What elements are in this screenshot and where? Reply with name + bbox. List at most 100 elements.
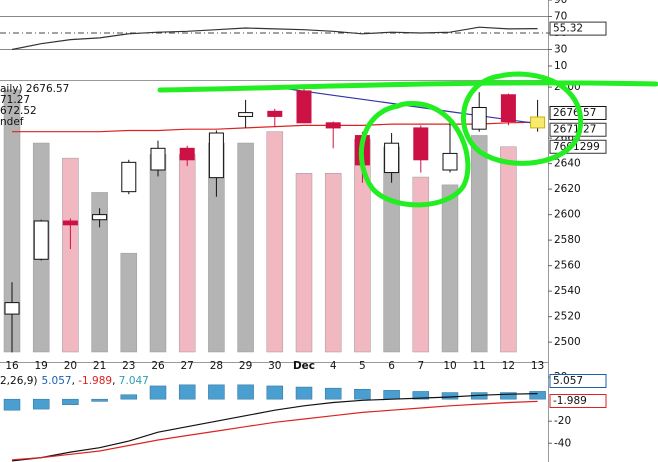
x-tick-label: 13 bbox=[531, 360, 544, 372]
histogram-bar bbox=[237, 384, 254, 400]
legend: 2,26,9) 5.057, -1.989, 7.047 bbox=[0, 375, 149, 387]
y-tick-label: -20 bbox=[554, 415, 571, 427]
histogram-bar bbox=[383, 390, 400, 400]
drawn-circle bbox=[358, 101, 471, 208]
value-box bbox=[549, 21, 607, 36]
value-box-label: -1.989 bbox=[553, 395, 587, 407]
histogram-bar bbox=[295, 386, 313, 400]
x-tick-label: 23 bbox=[122, 360, 135, 372]
histogram-bar bbox=[149, 385, 167, 400]
y-tick-label: -40 bbox=[554, 437, 571, 449]
candle-body bbox=[500, 94, 516, 123]
candle-body bbox=[179, 147, 195, 161]
legend-entry: ndef bbox=[0, 116, 24, 128]
volume-bar bbox=[441, 184, 459, 353]
legend-entry: aily) 2676.57 bbox=[0, 83, 69, 95]
legend-sep: , bbox=[72, 375, 79, 387]
candle-body bbox=[150, 147, 166, 171]
value-box-label: 5.057 bbox=[553, 375, 583, 387]
histogram-bar bbox=[62, 398, 79, 405]
volume-bar bbox=[91, 192, 108, 353]
y-tick-label: 70 bbox=[554, 10, 567, 22]
macd-line bbox=[11, 393, 538, 462]
legend-value: 7.047 bbox=[119, 375, 149, 387]
y-tick-label: 2600 bbox=[554, 209, 581, 221]
volume-bar bbox=[237, 142, 254, 353]
histogram-bar bbox=[32, 398, 50, 410]
y-tick-label: 2620 bbox=[554, 183, 581, 195]
value-box bbox=[549, 374, 607, 388]
candle-body bbox=[62, 220, 78, 226]
histogram-bar bbox=[266, 385, 284, 400]
x-tick-label: 19 bbox=[35, 360, 48, 372]
y-tick-label: 2560 bbox=[554, 260, 581, 272]
volume-bar bbox=[120, 252, 138, 353]
candle-body bbox=[238, 112, 254, 117]
candle-body bbox=[325, 122, 341, 129]
candle-body bbox=[33, 220, 49, 260]
candle-body bbox=[296, 90, 312, 124]
value-box-label: 2671.27 bbox=[553, 124, 596, 136]
histogram-bar bbox=[120, 394, 138, 400]
value-box-label: 55.32 bbox=[553, 23, 583, 35]
legend-entry: 672.52 bbox=[0, 105, 37, 117]
y-tick-label: 2520 bbox=[554, 311, 581, 323]
plot: 907050301055.322700266026402620260025802… bbox=[0, 0, 607, 462]
candle-body bbox=[413, 127, 429, 161]
x-tick-label: 7 bbox=[417, 360, 424, 372]
x-tick-label: 26 bbox=[151, 360, 165, 372]
y-tick-label: 2580 bbox=[554, 234, 581, 246]
y-tick-label: 90 bbox=[554, 0, 567, 6]
rsi-line bbox=[11, 26, 538, 51]
volume-bar bbox=[295, 173, 313, 353]
x-tick-label: 12 bbox=[502, 360, 515, 372]
x-tick-label: 5 bbox=[359, 360, 366, 372]
x-tick-label: 21 bbox=[93, 360, 106, 372]
y-tick-label: 2640 bbox=[554, 158, 581, 170]
x-tick-label: 10 bbox=[443, 360, 456, 372]
candle-body bbox=[121, 161, 137, 193]
candle-body bbox=[442, 152, 458, 171]
legend-entry: 71.27 bbox=[0, 94, 30, 106]
volume-bar bbox=[178, 154, 196, 353]
legend-value: -1.989 bbox=[78, 375, 112, 387]
y-tick-label: 30 bbox=[554, 43, 567, 55]
value-box-label: 2676.57 bbox=[553, 107, 596, 119]
legend-sep: , bbox=[112, 375, 119, 387]
x-tick-label: 16 bbox=[5, 360, 19, 372]
histogram-bar bbox=[208, 384, 225, 400]
x-tick-label: 29 bbox=[239, 360, 252, 372]
x-tick-label: 6 bbox=[388, 360, 395, 372]
x-tick-label: 20 bbox=[64, 360, 77, 372]
histogram-bar bbox=[441, 392, 459, 400]
legend-label: 2,26,9) bbox=[0, 375, 38, 387]
histogram-bar bbox=[354, 389, 371, 400]
volume-bar bbox=[266, 131, 284, 353]
histogram-bar bbox=[91, 398, 108, 402]
drawn-circle bbox=[460, 71, 584, 166]
volume-bar bbox=[412, 176, 430, 353]
volume-bar bbox=[149, 154, 167, 353]
x-tick-label: 4 bbox=[330, 360, 337, 372]
x-tick-label: 11 bbox=[473, 360, 486, 372]
x-tick-label: 30 bbox=[268, 360, 281, 372]
x-tick-label: 28 bbox=[210, 360, 223, 372]
legend-value: 5.057 bbox=[42, 375, 72, 387]
value-box bbox=[549, 394, 607, 408]
candle-body bbox=[267, 110, 283, 117]
volume-bar bbox=[470, 135, 488, 353]
candle-body bbox=[208, 132, 224, 179]
annotations bbox=[157, 71, 658, 208]
histogram-bar bbox=[500, 392, 517, 400]
y-tick-label: 10 bbox=[554, 60, 567, 72]
histogram-bar bbox=[529, 391, 546, 400]
volume-bar bbox=[324, 173, 342, 353]
histogram-bar bbox=[412, 391, 430, 400]
y-tick-label: 2500 bbox=[554, 336, 581, 348]
macd-line bbox=[11, 400, 538, 461]
drawn-line bbox=[157, 80, 658, 93]
candle-body bbox=[530, 116, 546, 129]
candle-body bbox=[4, 302, 20, 315]
histogram-bar bbox=[178, 384, 196, 400]
